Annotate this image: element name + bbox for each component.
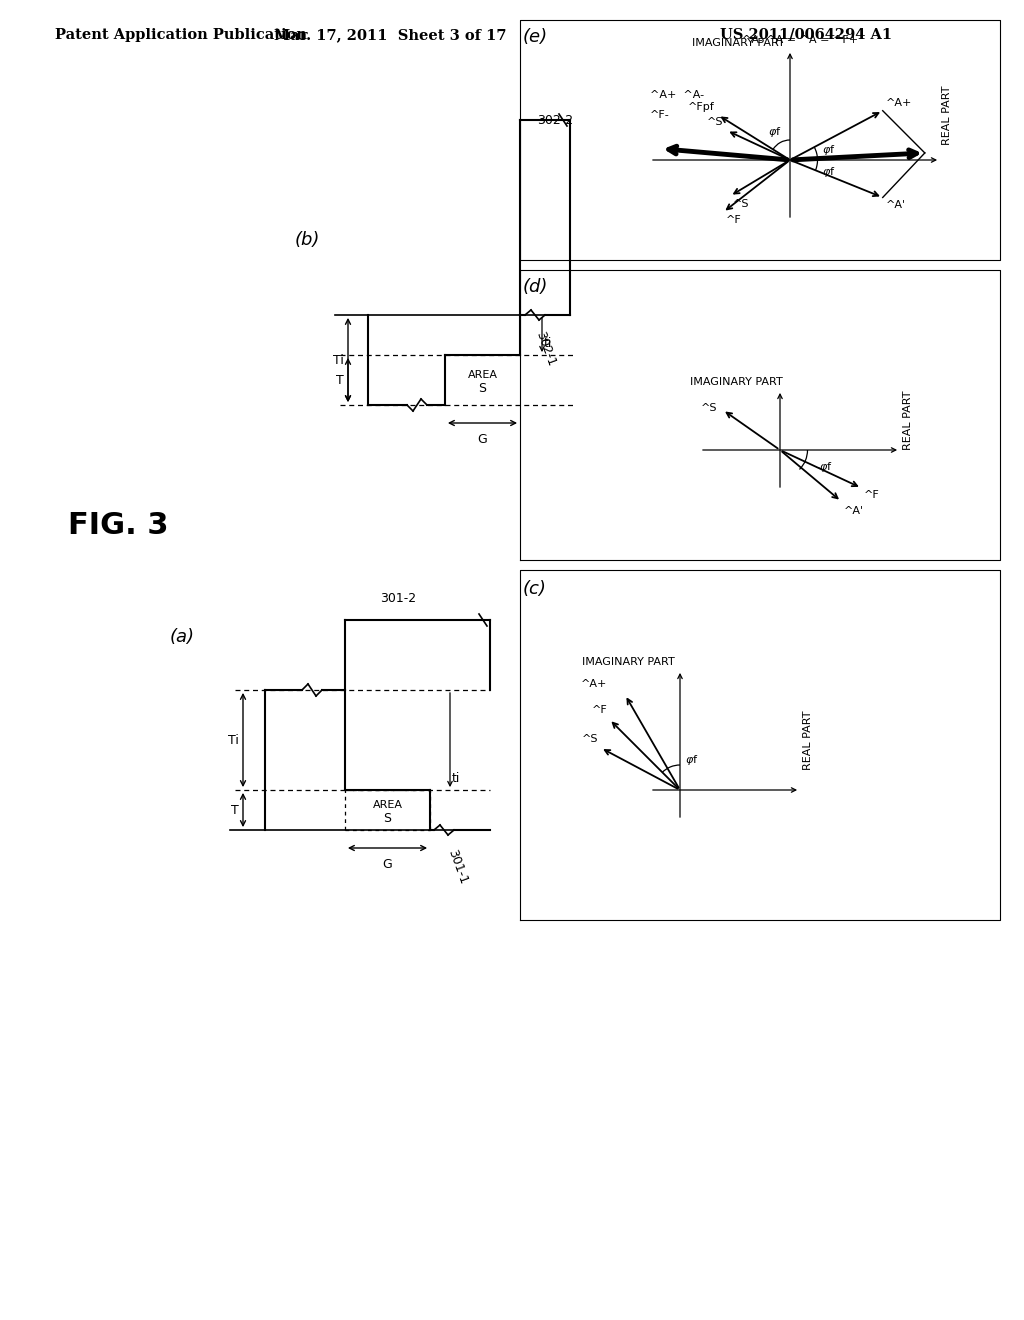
Text: (c): (c) — [523, 579, 547, 598]
Text: AREA: AREA — [468, 370, 498, 380]
Text: IMAGINARY PART: IMAGINARY PART — [690, 378, 782, 387]
Text: Ti: Ti — [333, 354, 344, 367]
Text: ^A': ^A' — [886, 201, 906, 210]
Text: IMAGINARY PART: IMAGINARY PART — [583, 657, 675, 667]
Text: REAL PART: REAL PART — [942, 86, 952, 145]
Text: (a): (a) — [170, 628, 195, 645]
Text: ^A+: ^A+ — [581, 678, 607, 689]
Text: REAL PART: REAL PART — [903, 391, 913, 450]
Text: $\varphi$f: $\varphi$f — [822, 165, 836, 180]
Text: S: S — [478, 383, 486, 396]
Text: 301-1: 301-1 — [445, 847, 470, 887]
Text: ^Fpf: ^Fpf — [688, 102, 715, 112]
Text: 301-2: 301-2 — [380, 591, 416, 605]
Text: $\varphi$f: $\varphi$f — [768, 125, 782, 139]
Text: IMAGINARY PART: IMAGINARY PART — [692, 38, 785, 48]
Text: ^A': ^A' — [844, 507, 864, 516]
Text: T: T — [231, 804, 239, 817]
Text: AREA: AREA — [373, 800, 402, 810]
Text: ^S: ^S — [733, 199, 750, 209]
Text: (b): (b) — [295, 231, 321, 249]
Text: -$\varphi$f: -$\varphi$f — [815, 459, 833, 474]
Text: G: G — [383, 858, 392, 871]
Text: ^S: ^S — [701, 403, 718, 413]
Text: REAL PART: REAL PART — [803, 710, 813, 770]
Text: FIG. 3: FIG. 3 — [68, 511, 169, 540]
Text: Ti: Ti — [228, 734, 239, 747]
Text: $\varphi$f: $\varphi$f — [822, 143, 836, 157]
Text: ^A+  ^A-: ^A+ ^A- — [650, 90, 705, 100]
Text: 302-1: 302-1 — [534, 330, 558, 368]
Text: ti: ti — [452, 772, 461, 785]
Text: ^F: ^F — [592, 705, 607, 715]
Text: ^F-: ^F- — [650, 110, 670, 120]
Text: ^A- ^A = ^A = ^F+: ^A- ^A = ^A = ^F+ — [742, 36, 858, 45]
Text: (e): (e) — [523, 28, 548, 46]
Text: S: S — [384, 813, 391, 825]
Text: ti: ti — [544, 337, 552, 350]
Text: ^S: ^S — [582, 734, 599, 743]
Text: Mar. 17, 2011  Sheet 3 of 17: Mar. 17, 2011 Sheet 3 of 17 — [273, 28, 506, 42]
Text: $\varphi$f: $\varphi$f — [685, 752, 698, 767]
Text: T: T — [336, 374, 344, 387]
Text: 302-2: 302-2 — [537, 114, 573, 127]
Text: ^A+: ^A+ — [886, 98, 912, 108]
Text: (d): (d) — [523, 279, 549, 296]
Text: Patent Application Publication: Patent Application Publication — [55, 28, 307, 42]
Text: G: G — [477, 433, 487, 446]
Text: ^S: ^S — [707, 117, 724, 128]
Text: ^F: ^F — [863, 490, 880, 500]
Text: US 2011/0064294 A1: US 2011/0064294 A1 — [720, 28, 892, 42]
Text: ^F: ^F — [726, 215, 741, 226]
